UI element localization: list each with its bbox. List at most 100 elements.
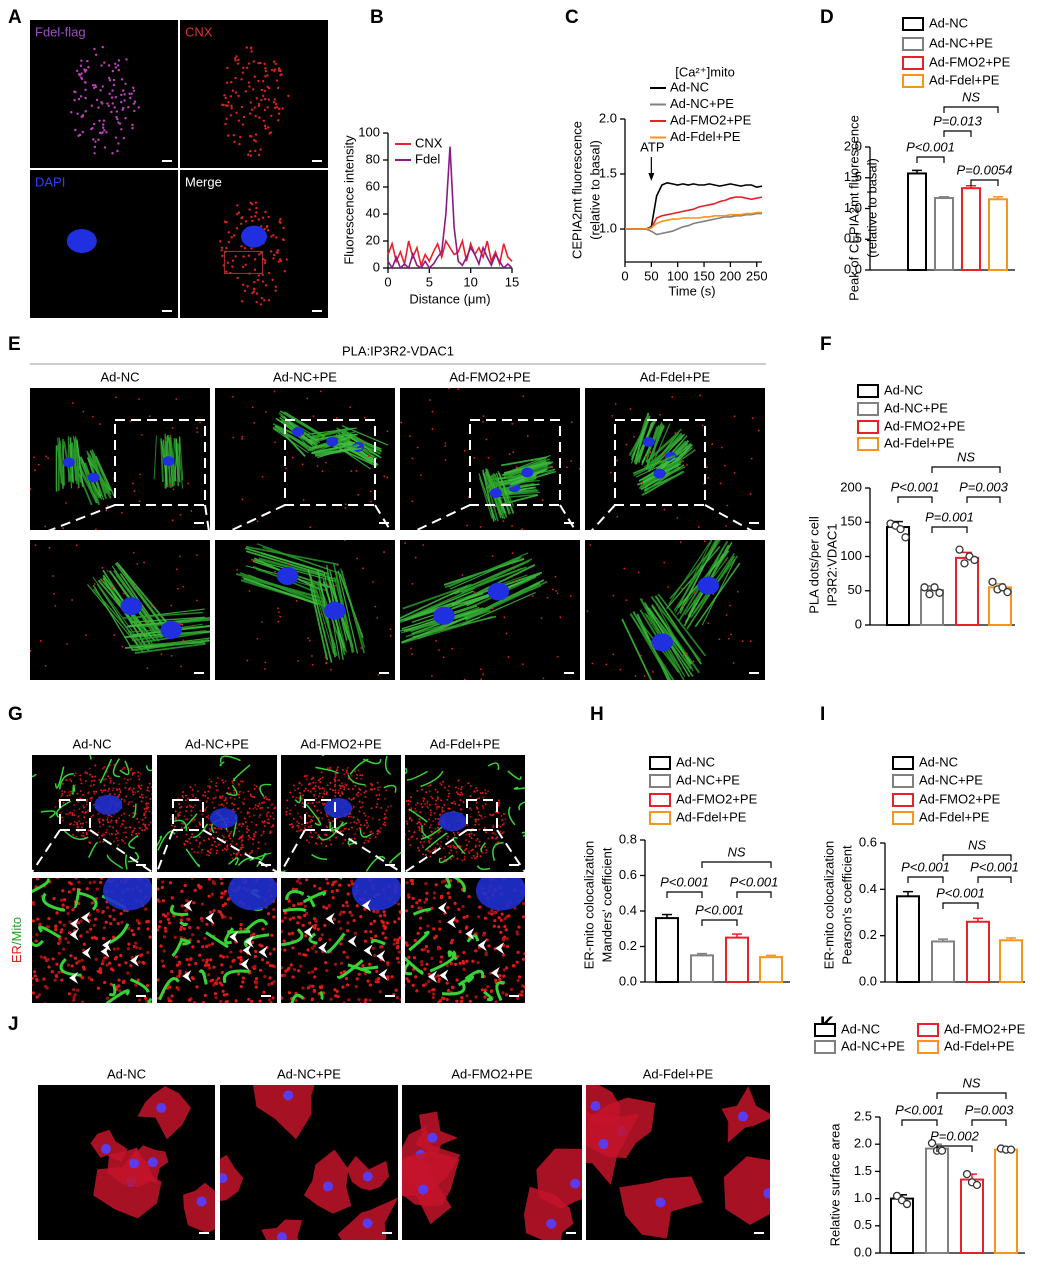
actin-fiber xyxy=(337,428,379,452)
pla-dot xyxy=(344,503,347,506)
er-dot xyxy=(303,789,306,792)
stain-dot xyxy=(230,106,233,110)
er-dot xyxy=(161,880,165,884)
pla-dot xyxy=(47,457,50,460)
er-dot xyxy=(475,818,478,821)
er-dot xyxy=(366,979,370,983)
er-dot xyxy=(316,809,319,812)
er-dot xyxy=(499,918,503,922)
stain-dot xyxy=(110,110,113,114)
er-dot xyxy=(429,784,432,787)
er-dot xyxy=(441,808,444,811)
pla-dot xyxy=(82,410,85,413)
er-dot xyxy=(135,1005,138,1008)
pla-dot xyxy=(321,470,324,473)
pla-dot xyxy=(400,421,403,424)
er-dot xyxy=(253,784,256,787)
er-dot xyxy=(300,823,303,826)
er-dot xyxy=(534,979,537,982)
pla-dot xyxy=(712,593,715,596)
er-dot xyxy=(354,985,358,989)
er-dot xyxy=(341,985,345,989)
er-dot xyxy=(334,791,337,794)
stain-dot xyxy=(130,92,133,95)
er-dot xyxy=(16,984,19,987)
er-dot xyxy=(160,885,164,889)
er-dot xyxy=(348,910,352,914)
er-dot xyxy=(85,810,88,813)
mito-strand xyxy=(192,823,209,838)
stain-dot xyxy=(242,115,246,119)
er-dot xyxy=(250,821,253,824)
er-dot xyxy=(300,817,303,820)
actin-fiber xyxy=(701,558,736,626)
er-dot xyxy=(253,835,256,838)
er-dot xyxy=(225,849,228,852)
er-dot xyxy=(505,937,509,941)
er-dot xyxy=(80,782,83,785)
er-dot xyxy=(428,790,431,793)
mito-strand xyxy=(420,826,443,840)
er-dot xyxy=(359,806,362,809)
mito-strand xyxy=(171,937,184,958)
er-dot xyxy=(422,846,425,849)
er-dot xyxy=(309,820,312,823)
significance-label: NS xyxy=(962,89,980,104)
er-dot xyxy=(115,819,118,822)
er-dot xyxy=(182,927,186,931)
stain-dot xyxy=(97,138,100,141)
er-dot xyxy=(296,812,299,815)
er-dot xyxy=(224,1000,228,1003)
pla-dot xyxy=(463,449,466,452)
er-dot xyxy=(436,843,439,846)
pla-dot xyxy=(326,583,329,586)
stain-dot xyxy=(239,222,243,225)
pla-dot xyxy=(609,471,612,474)
er-dot xyxy=(149,1007,152,1010)
er-dot xyxy=(53,978,57,982)
mito-strand xyxy=(228,857,239,866)
er-dot xyxy=(28,961,31,964)
er-dot xyxy=(339,820,342,823)
stain-dot xyxy=(257,79,260,83)
er-dot xyxy=(73,821,76,824)
er-dot xyxy=(492,1020,495,1023)
er-dot xyxy=(115,829,118,832)
er-dot xyxy=(130,1003,133,1006)
annotation: ATP xyxy=(640,139,664,154)
er-dot xyxy=(265,961,270,965)
er-dot xyxy=(248,807,251,810)
er-dot xyxy=(433,891,437,895)
er-dot xyxy=(296,921,300,925)
er-dot xyxy=(464,839,467,842)
er-dot xyxy=(520,1006,523,1009)
er-dot xyxy=(47,916,51,921)
er-dot xyxy=(205,853,208,856)
er-dot xyxy=(226,801,229,804)
er-dot xyxy=(155,800,157,802)
pla-dot xyxy=(53,592,55,595)
er-dot xyxy=(242,1024,245,1027)
er-dot xyxy=(110,833,113,836)
er-dot xyxy=(131,831,134,834)
er-dot xyxy=(361,1010,364,1013)
actin-fiber xyxy=(401,615,493,644)
er-dot xyxy=(207,894,211,898)
er-dot xyxy=(35,933,39,937)
er-dot xyxy=(341,784,344,787)
pla-dot xyxy=(641,598,643,601)
er-dot xyxy=(65,812,68,815)
er-dot xyxy=(329,781,332,784)
er-dot xyxy=(384,824,387,827)
pla-dot xyxy=(138,500,141,503)
er-dot xyxy=(383,1013,386,1016)
stain-dot xyxy=(102,119,106,122)
pla-dot xyxy=(105,509,108,512)
y-tick-label: 2.0 xyxy=(844,138,862,153)
er-dot xyxy=(292,903,296,908)
er-dot xyxy=(213,806,216,809)
er-dot xyxy=(399,878,401,879)
er-dot xyxy=(552,931,555,934)
er-dot xyxy=(246,825,249,828)
er-dot xyxy=(209,829,212,832)
